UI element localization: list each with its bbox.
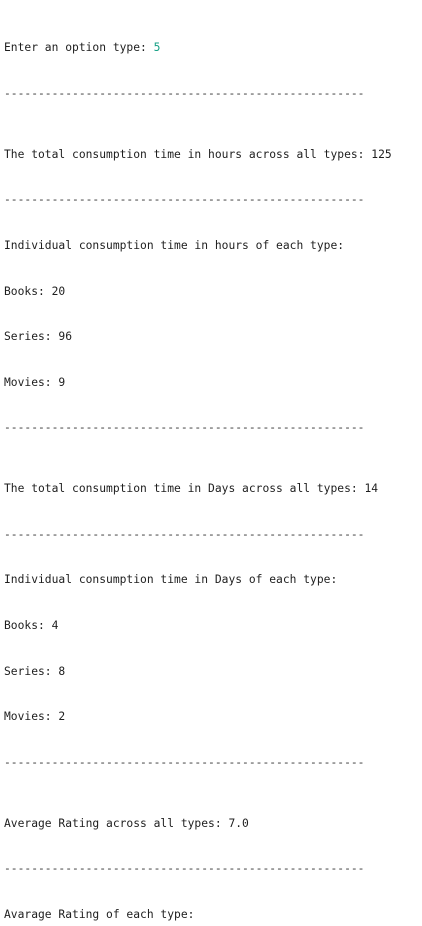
days-heading: Individual consumption time in Days of e… <box>4 573 338 587</box>
hours-total: The total consumption time in hours acro… <box>4 147 392 161</box>
hours-series: Series: 96 <box>4 330 73 344</box>
days-series: Series: 8 <box>4 664 66 678</box>
console-output: Enter an option type: 5 ----------------… <box>4 10 420 926</box>
hours-heading: Individual consumption time in hours of … <box>4 238 345 252</box>
rating-heading: Avarage Rating of each type: <box>4 907 195 921</box>
separator: ----------------------------------------… <box>4 87 365 100</box>
days-movies: Movies: 2 <box>4 710 66 724</box>
separator: ----------------------------------------… <box>4 755 365 769</box>
hours-books: Books: 20 <box>4 284 66 298</box>
option-prompt: Enter an option type: 5 <box>4 40 420 55</box>
separator: ----------------------------------------… <box>4 527 365 541</box>
separator: ----------------------------------------… <box>4 193 365 207</box>
hours-movies: Movies: 9 <box>4 375 66 389</box>
days-books: Books: 4 <box>4 618 59 632</box>
option-input-value: 5 <box>153 41 161 55</box>
days-total: The total consumption time in Days acros… <box>4 482 379 496</box>
rating-total: Average Rating across all types: 7.0 <box>4 816 249 830</box>
separator: ----------------------------------------… <box>4 862 365 876</box>
separator: ----------------------------------------… <box>4 421 365 435</box>
option-prompt-label: Enter an option type: <box>4 41 154 55</box>
